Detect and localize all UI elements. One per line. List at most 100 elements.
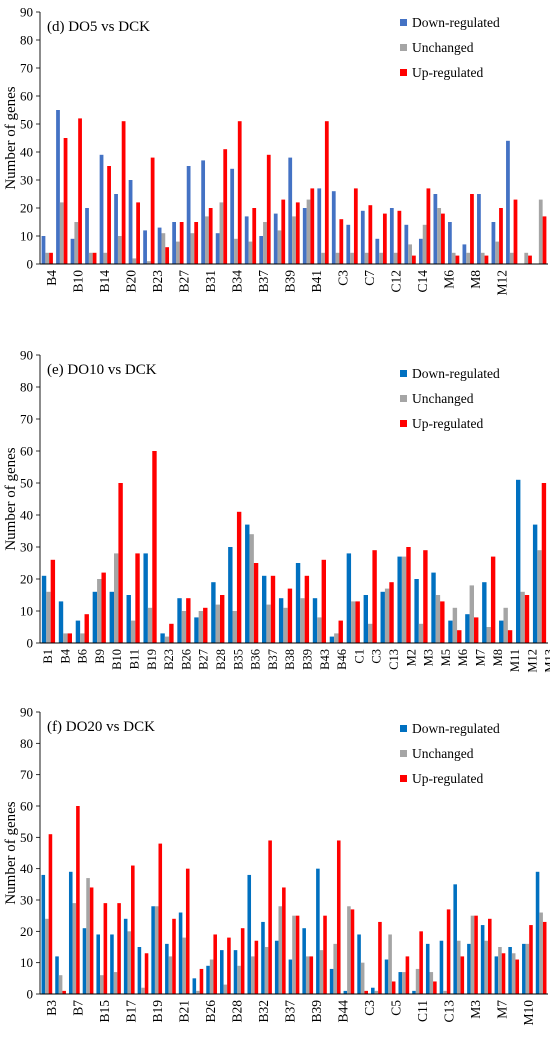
x-tick-label: C3 bbox=[336, 270, 351, 286]
bar-down-regulated bbox=[41, 236, 46, 264]
bar-unchanged bbox=[408, 244, 412, 264]
bar-down-regulated bbox=[499, 620, 504, 643]
bar-unchanged bbox=[147, 607, 153, 643]
bar-unchanged bbox=[422, 224, 427, 264]
bar-down-regulated bbox=[384, 959, 389, 994]
x-tick-label: B4 bbox=[58, 648, 72, 663]
y-tick-label: 60 bbox=[20, 444, 33, 459]
bar-unchanged bbox=[537, 550, 542, 643]
bar-up-regulated bbox=[304, 575, 310, 643]
bar-unchanged bbox=[319, 950, 324, 994]
bar-down-regulated bbox=[482, 582, 487, 643]
x-tick-label: B26 bbox=[203, 1000, 218, 1023]
bar-up-regulated bbox=[101, 572, 106, 643]
y-tick-label: 30 bbox=[20, 540, 33, 555]
bar-up-regulated bbox=[513, 199, 518, 264]
bar-unchanged bbox=[154, 906, 159, 994]
bar-down-regulated bbox=[433, 194, 438, 264]
y-tick-label: 40 bbox=[20, 861, 33, 876]
chart-panel-2: 0 10 20 30 40 50 60 70 80 90 Number of genes B1 B4 B6… bbox=[3, 348, 550, 673]
x-tick-label: B21 bbox=[177, 1000, 192, 1023]
bar-up-regulated bbox=[295, 915, 300, 994]
x-tick-label: B37 bbox=[283, 1000, 298, 1023]
x-tick-label: M12 bbox=[495, 270, 510, 296]
bar-unchanged bbox=[209, 959, 214, 994]
legend-label: Up-regulated bbox=[412, 771, 483, 786]
bar-up-regulated bbox=[470, 194, 474, 264]
x-tick-label: B10 bbox=[110, 649, 124, 670]
x-tick-label: C7 bbox=[362, 270, 377, 286]
bar-unchanged bbox=[347, 906, 351, 994]
bar-up-regulated bbox=[49, 252, 53, 264]
x-tick-label: C3 bbox=[370, 649, 384, 664]
y-tick-label: 70 bbox=[20, 412, 33, 427]
bar-down-regulated bbox=[114, 194, 118, 264]
bar-unchanged bbox=[415, 968, 420, 994]
y-axis-label: Number of genes bbox=[3, 447, 19, 550]
bar-unchanged bbox=[292, 915, 296, 994]
bar-down-regulated bbox=[448, 620, 453, 643]
bar-up-regulated bbox=[457, 630, 462, 643]
bar-down-regulated bbox=[58, 601, 64, 643]
bar-down-regulated bbox=[41, 874, 46, 994]
bar-down-regulated bbox=[151, 906, 155, 994]
bar-down-regulated bbox=[346, 553, 352, 643]
bar-up-regulated bbox=[50, 559, 56, 643]
bar-unchanged bbox=[251, 956, 255, 994]
bar-unchanged bbox=[435, 595, 441, 643]
bar-down-regulated bbox=[316, 868, 320, 994]
legend-swatch bbox=[400, 69, 407, 76]
bar-unchanged bbox=[480, 252, 485, 264]
bar-up-regulated bbox=[339, 219, 344, 264]
bar-unchanged bbox=[263, 222, 267, 264]
bar-up-regulated bbox=[78, 118, 82, 265]
bar-unchanged bbox=[161, 233, 166, 264]
y-tick-label: 90 bbox=[20, 705, 33, 720]
bar-up-regulated bbox=[446, 909, 451, 994]
bar-up-regulated bbox=[323, 915, 327, 994]
bar-down-regulated bbox=[453, 884, 457, 994]
bar-down-regulated bbox=[233, 950, 238, 994]
bar-down-regulated bbox=[448, 222, 452, 264]
bar-up-regulated bbox=[117, 903, 121, 994]
y-tick-label: 90 bbox=[20, 348, 33, 363]
bar-down-regulated bbox=[201, 160, 206, 264]
legend-label: Down-regulated bbox=[412, 721, 500, 736]
bar-down-regulated bbox=[288, 959, 293, 994]
x-tick-label: B27 bbox=[197, 649, 211, 670]
bar-up-regulated bbox=[501, 953, 506, 994]
x-tick-label: B3 bbox=[44, 1000, 59, 1016]
bar-unchanged bbox=[277, 230, 282, 264]
bar-unchanged bbox=[484, 940, 488, 994]
bar-up-regulated bbox=[542, 216, 547, 264]
bar-unchanged bbox=[452, 607, 458, 643]
bar-up-regulated bbox=[107, 166, 111, 264]
bar-up-regulated bbox=[252, 208, 257, 264]
bar-unchanged bbox=[264, 947, 269, 994]
bar-down-regulated bbox=[465, 614, 470, 643]
bar-up-regulated bbox=[484, 255, 489, 264]
x-tick-label: M11 bbox=[508, 649, 522, 672]
bar-up-regulated bbox=[158, 843, 163, 994]
bar-up-regulated bbox=[405, 956, 410, 994]
y-tick-label: 60 bbox=[20, 89, 33, 104]
y-tick-label: 20 bbox=[20, 924, 33, 939]
bar-unchanged bbox=[333, 943, 337, 994]
y-tick-label: 10 bbox=[20, 955, 33, 970]
bar-unchanged bbox=[388, 934, 392, 994]
y-tick-label: 60 bbox=[20, 799, 33, 814]
bar-up-regulated bbox=[474, 617, 479, 643]
x-tick-label: B41 bbox=[309, 270, 324, 293]
bar-down-regulated bbox=[75, 620, 81, 643]
bar-unchanged bbox=[525, 943, 530, 994]
bar-down-regulated bbox=[346, 224, 351, 264]
bar-unchanged bbox=[470, 915, 475, 994]
x-tick-label: M2 bbox=[404, 649, 418, 666]
bar-down-regulated bbox=[295, 563, 301, 643]
x-tick-label: M7 bbox=[474, 649, 488, 666]
bar-unchanged bbox=[300, 598, 305, 643]
bar-up-regulated bbox=[208, 208, 213, 264]
x-tick-label: M12 bbox=[525, 649, 539, 673]
bar-down-regulated bbox=[99, 154, 104, 264]
bar-down-regulated bbox=[165, 943, 169, 994]
